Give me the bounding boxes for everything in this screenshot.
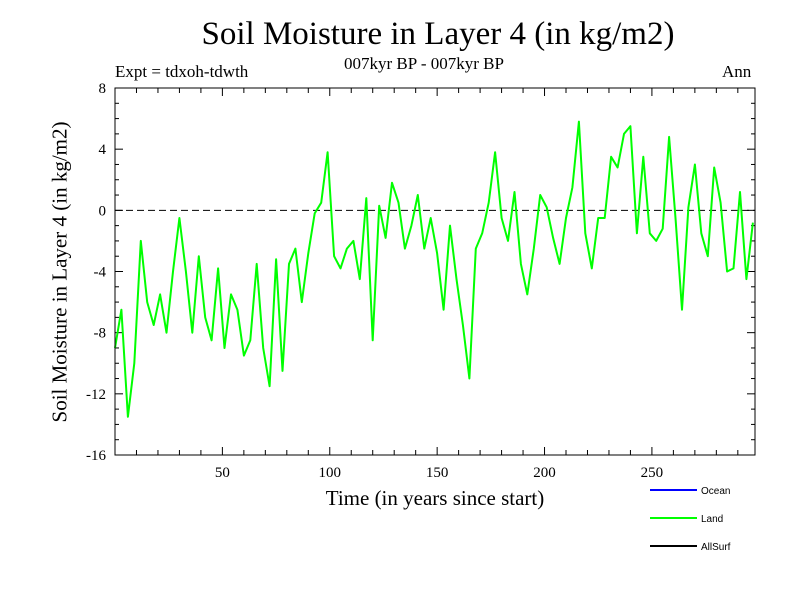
x-tick-label: 150	[426, 465, 449, 481]
legend-label: Ocean	[701, 486, 730, 497]
legend-item-land: Land	[650, 514, 723, 525]
y-tick-label: -8	[94, 326, 107, 342]
experiment-label: Expt = tdxoh-tdwth	[115, 62, 249, 81]
x-tick-label: 100	[319, 465, 342, 481]
y-tick-label: 8	[99, 81, 107, 97]
land-series-line	[114, 120, 754, 418]
chart-title: Soil Moisture in Layer 4 (in kg/m2)	[201, 16, 675, 52]
legend-label: Land	[701, 514, 723, 525]
x-axis-label: Time (in years since start)	[325, 486, 545, 510]
tick-labels: 50 100 150 200 250 -16 -12 -8 -4 0 4 8	[86, 81, 663, 481]
y-tick-label: -16	[86, 448, 106, 464]
legend-label: AllSurf	[701, 542, 731, 553]
x-tick-label: 250	[641, 465, 664, 481]
axis-ticks	[115, 88, 755, 455]
y-tick-label: 0	[99, 203, 107, 219]
plot-frame	[114, 87, 756, 456]
y-tick-label: -4	[94, 265, 107, 281]
legend-item-allsurf: AllSurf	[650, 542, 731, 553]
y-tick-label: -12	[86, 387, 106, 403]
season-label: Ann	[722, 62, 752, 81]
x-tick-label: 200	[533, 465, 556, 481]
y-tick-label: 4	[99, 142, 107, 158]
legend-item-ocean: Ocean	[650, 486, 730, 497]
x-tick-label: 50	[215, 465, 230, 481]
chart-subtitle: 007kyr BP - 007kyr BP	[344, 54, 504, 73]
legend: Ocean Land AllSurf	[650, 486, 731, 553]
